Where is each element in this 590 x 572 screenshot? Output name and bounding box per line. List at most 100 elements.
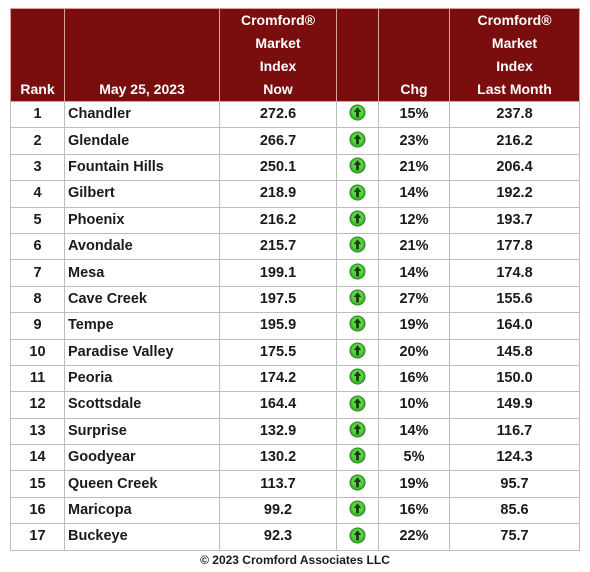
- table-row: 14 Goodyear 130.2 5% 124.3: [10, 444, 580, 472]
- index-now-cell: 218.9: [219, 180, 337, 208]
- index-last-month-cell: 124.3: [449, 444, 580, 472]
- chg-cell: 21%: [378, 153, 450, 182]
- header-trend: [336, 8, 379, 102]
- header-index-now: Cromford® Market Index Now: [219, 8, 337, 102]
- city-cell: Phoenix: [64, 206, 220, 234]
- index-now-cell: 250.1: [219, 153, 337, 182]
- trend-cell: [336, 417, 379, 446]
- city-cell: Tempe: [64, 312, 220, 340]
- green-up-arrow-icon: [349, 342, 366, 359]
- chg-cell: 21%: [378, 232, 450, 261]
- city-cell: Cave Creek: [64, 285, 220, 314]
- table-row: 11 Peoria 174.2 16% 150.0: [10, 364, 580, 393]
- chg-cell: 27%: [378, 285, 450, 314]
- rank-cell: 10: [10, 338, 65, 366]
- city-cell: Buckeye: [64, 523, 220, 551]
- index-last-month-cell: 237.8: [449, 100, 580, 129]
- trend-cell: [336, 338, 379, 366]
- index-now-cell: 195.9: [219, 312, 337, 340]
- trend-cell: [336, 364, 379, 393]
- index-last-month-cell: 150.0: [449, 364, 580, 393]
- chg-cell: 23%: [378, 127, 450, 155]
- green-up-arrow-icon: [349, 315, 366, 333]
- trend-cell: [336, 496, 379, 525]
- trend-cell: [336, 470, 379, 498]
- table-row: 6 Avondale 215.7 21% 177.8: [10, 232, 580, 261]
- index-now-cell: 199.1: [219, 259, 337, 287]
- trend-cell: [336, 391, 379, 419]
- index-last-month-cell: 216.2: [449, 127, 580, 155]
- trend-cell: [336, 127, 379, 155]
- index-last-month-cell: 149.9: [449, 391, 580, 419]
- index-last-month-cell: 192.2: [449, 180, 580, 208]
- index-last-month-cell: 177.8: [449, 232, 580, 261]
- index-last-month-cell: 174.8: [449, 259, 580, 287]
- chg-cell: 14%: [378, 259, 450, 287]
- table-row: 5 Phoenix 216.2 12% 193.7: [10, 206, 580, 234]
- green-up-arrow-icon: [349, 104, 366, 121]
- city-cell: Surprise: [64, 417, 220, 446]
- chg-cell: 19%: [378, 470, 450, 498]
- chg-cell: 15%: [378, 100, 450, 129]
- rank-cell: 6: [10, 232, 65, 261]
- table-row: 16 Maricopa 99.2 16% 85.6: [10, 496, 580, 525]
- trend-cell: [336, 523, 379, 551]
- market-index-table: Rank May 25, 2023 Cromford® Market Index…: [10, 8, 580, 551]
- chg-cell: 16%: [378, 364, 450, 393]
- rank-cell: 1: [10, 100, 65, 129]
- index-now-cell: 197.5: [219, 285, 337, 314]
- rank-cell: 2: [10, 127, 65, 155]
- rank-cell: 11: [10, 364, 65, 393]
- index-now-cell: 266.7: [219, 127, 337, 155]
- table-row: 15 Queen Creek 113.7 19% 95.7: [10, 470, 580, 498]
- index-last-month-cell: 95.7: [449, 470, 580, 498]
- chg-cell: 14%: [378, 180, 450, 208]
- index-last-month-cell: 155.6: [449, 285, 580, 314]
- chg-cell: 10%: [378, 391, 450, 419]
- city-cell: Gilbert: [64, 180, 220, 208]
- rank-cell: 13: [10, 417, 65, 446]
- index-now-cell: 164.4: [219, 391, 337, 419]
- index-now-cell: 132.9: [219, 417, 337, 446]
- rank-cell: 5: [10, 206, 65, 234]
- index-now-cell: 216.2: [219, 206, 337, 234]
- index-last-month-cell: 116.7: [449, 417, 580, 446]
- table-row: 4 Gilbert 218.9 14% 192.2: [10, 180, 580, 208]
- copyright-footer: © 2023 Cromford Associates LLC: [200, 553, 390, 567]
- index-now-cell: 99.2: [219, 496, 337, 525]
- trend-cell: [336, 285, 379, 314]
- header-index-last-month: Cromford® Market Index Last Month: [449, 8, 580, 102]
- chg-cell: 14%: [378, 417, 450, 446]
- index-last-month-cell: 145.8: [449, 338, 580, 366]
- green-up-arrow-icon: [349, 500, 366, 517]
- index-last-month-cell: 85.6: [449, 496, 580, 525]
- index-now-cell: 175.5: [219, 338, 337, 366]
- table-body: 1 Chandler 272.6 15% 237.8 2 Glendale 26…: [10, 100, 580, 551]
- city-cell: Chandler: [64, 100, 220, 129]
- green-up-arrow-icon: [349, 289, 366, 306]
- rank-cell: 14: [10, 444, 65, 472]
- table-row: 10 Paradise Valley 175.5 20% 145.8: [10, 338, 580, 366]
- city-cell: Fountain Hills: [64, 153, 220, 182]
- index-now-cell: 113.7: [219, 470, 337, 498]
- green-up-arrow-icon: [349, 236, 366, 253]
- rank-cell: 12: [10, 391, 65, 419]
- green-up-arrow-icon: [349, 368, 366, 385]
- index-last-month-cell: 75.7: [449, 523, 580, 551]
- table-row: 8 Cave Creek 197.5 27% 155.6: [10, 285, 580, 314]
- header-row: Rank May 25, 2023 Cromford® Market Index…: [10, 8, 580, 102]
- index-last-month-cell: 193.7: [449, 206, 580, 234]
- table-row: 7 Mesa 199.1 14% 174.8: [10, 259, 580, 287]
- chg-cell: 22%: [378, 523, 450, 551]
- city-cell: Scottsdale: [64, 391, 220, 419]
- trend-cell: [336, 259, 379, 287]
- header-date: May 25, 2023: [64, 8, 220, 102]
- table-row: 3 Fountain Hills 250.1 21% 206.4: [10, 153, 580, 182]
- chg-cell: 12%: [378, 206, 450, 234]
- rank-cell: 8: [10, 285, 65, 314]
- chg-cell: 20%: [378, 338, 450, 366]
- table-row: 2 Glendale 266.7 23% 216.2: [10, 127, 580, 155]
- rank-cell: 16: [10, 496, 65, 525]
- table-row: 17 Buckeye 92.3 22% 75.7: [10, 523, 580, 551]
- green-up-arrow-icon: [349, 527, 366, 544]
